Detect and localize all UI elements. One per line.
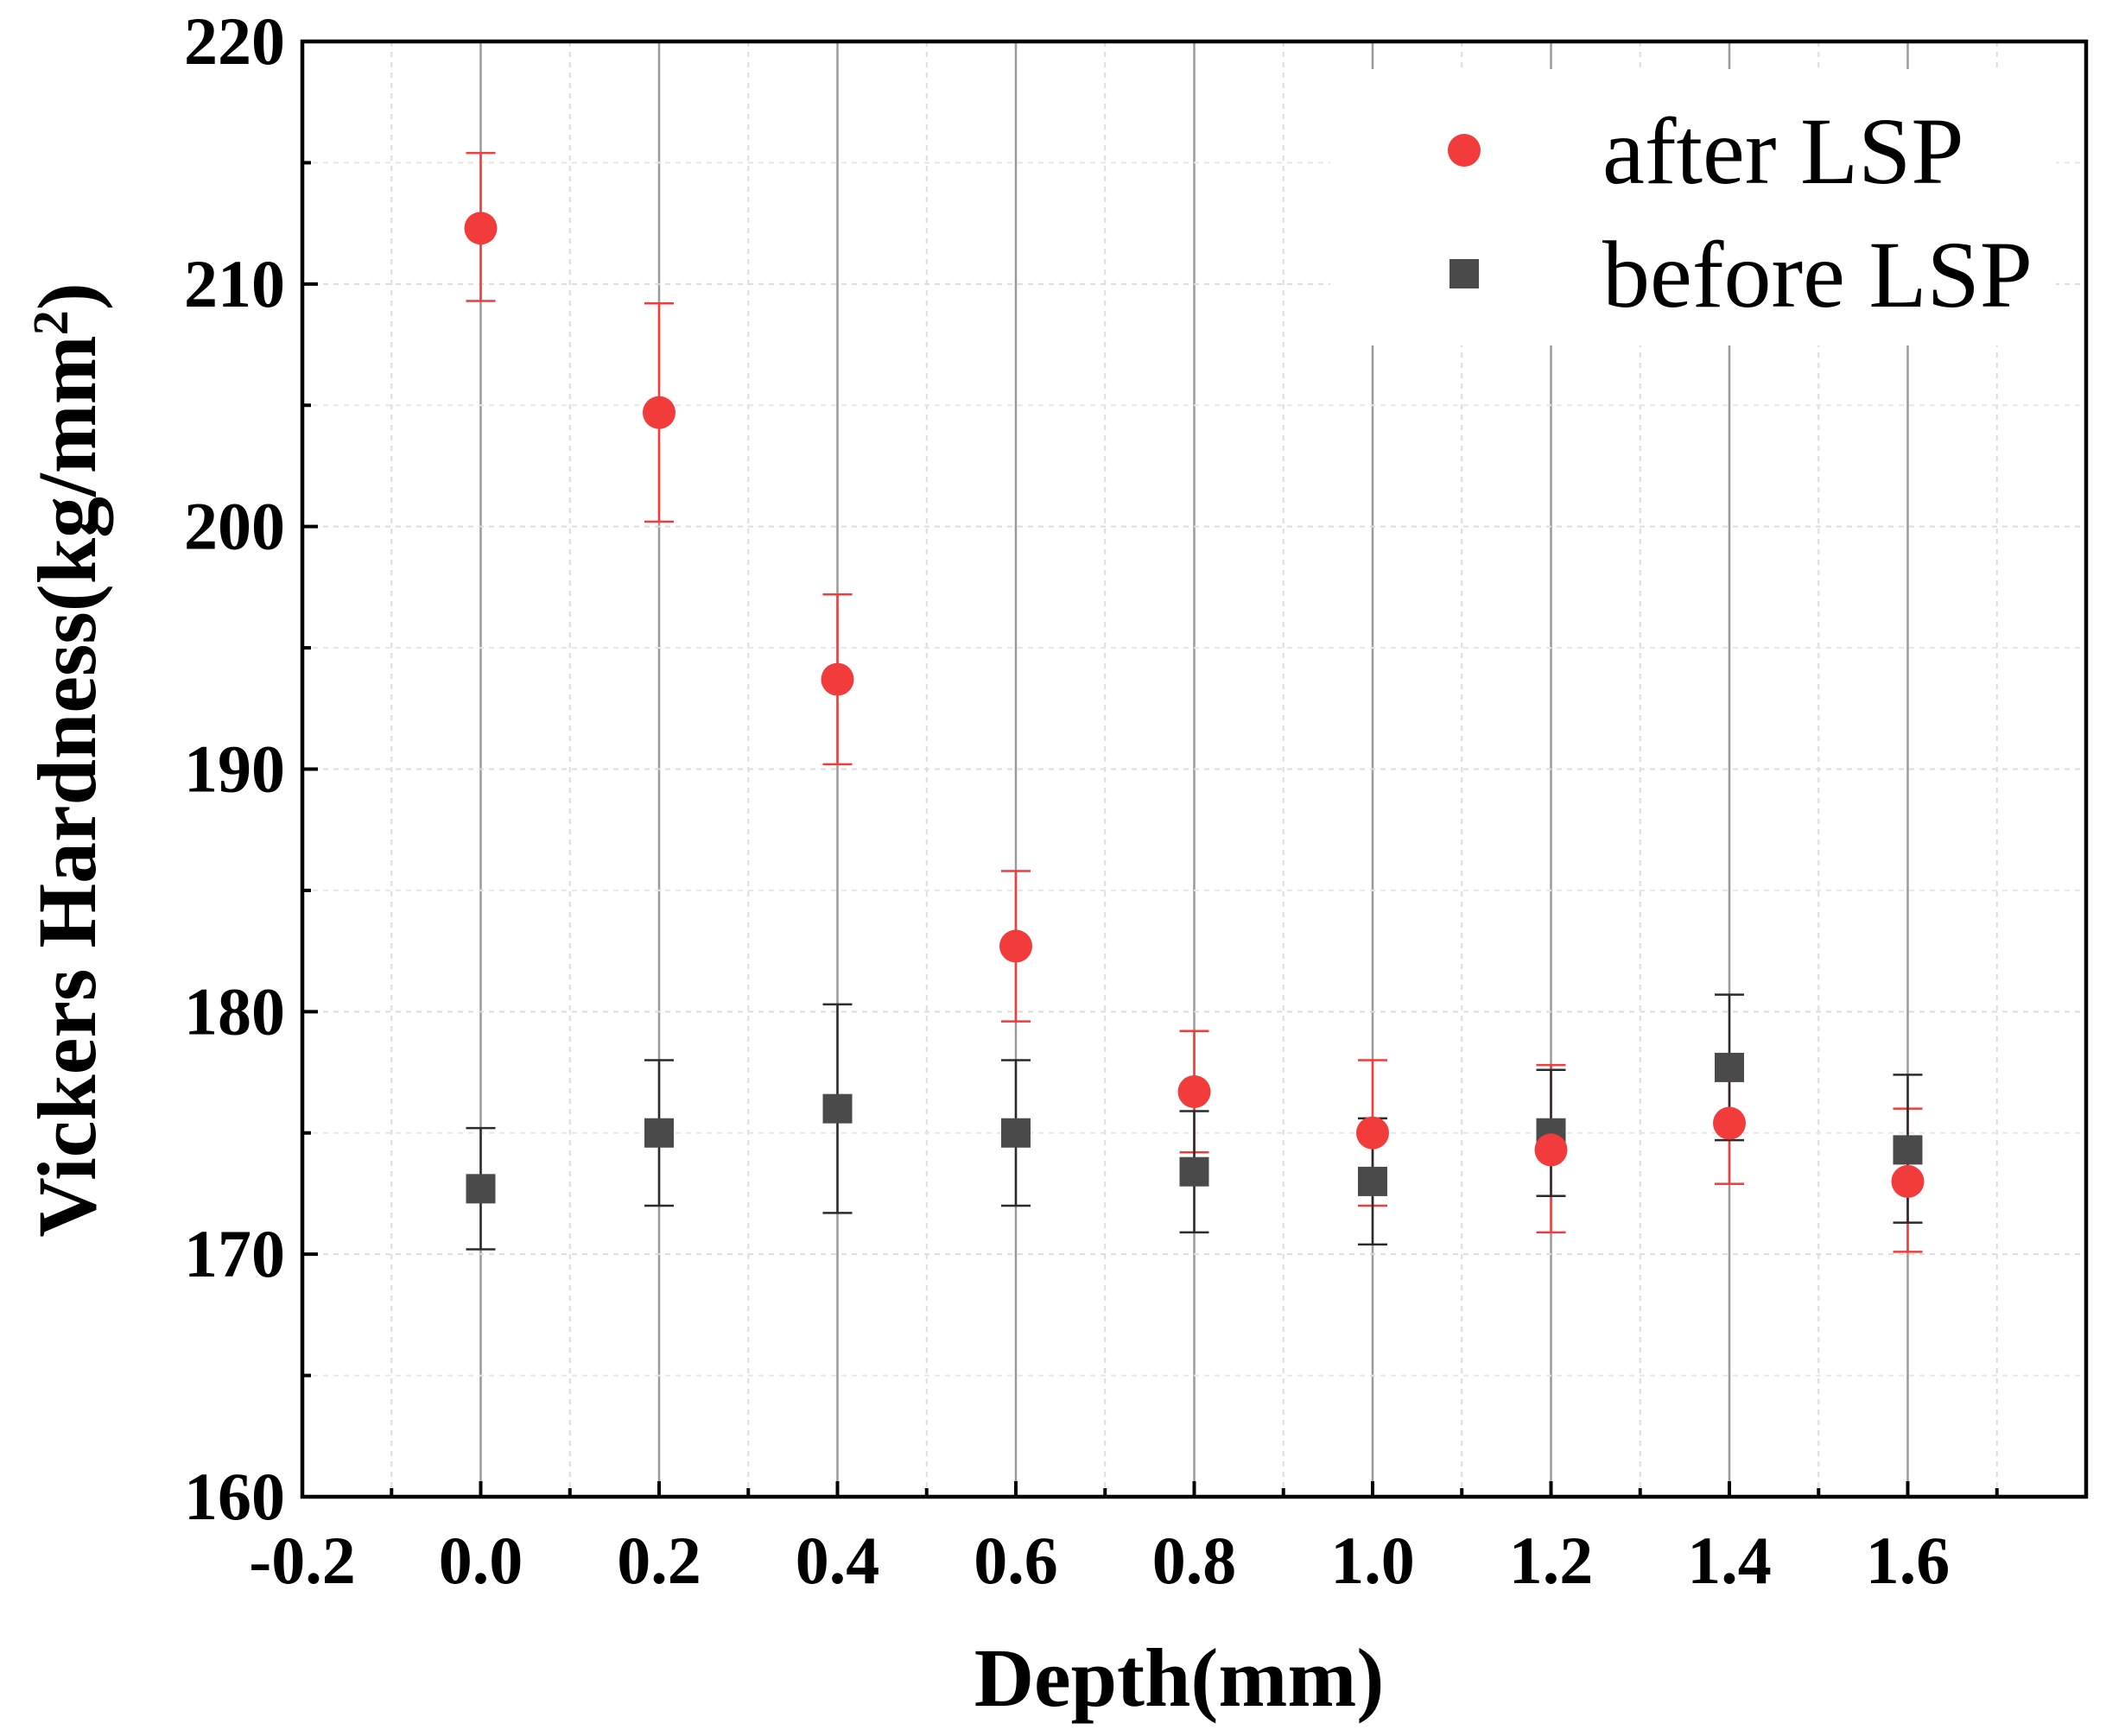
data-point-after-lsp bbox=[1177, 1075, 1211, 1109]
y-axis-title-superscript: 2 bbox=[22, 310, 79, 335]
data-point-after-lsp bbox=[1713, 1106, 1746, 1140]
legend-label: before LSP bbox=[1602, 222, 2033, 327]
y-tick-label: 170 bbox=[184, 1216, 285, 1291]
data-point-after-lsp bbox=[821, 662, 854, 696]
data-point-after-lsp bbox=[464, 212, 498, 245]
y-axis-title-close: ) bbox=[21, 282, 113, 310]
x-tick-label: 0.2 bbox=[617, 1523, 701, 1598]
y-tick-label: 220 bbox=[184, 3, 285, 79]
tick-labels: -0.2 0.0 0.2 0.4 0.6 0.8 1.0 1.2 1.4 1.6 160 170 180… bbox=[184, 3, 1950, 1598]
data-point-before-lsp bbox=[644, 1118, 674, 1148]
legend-marker-circle bbox=[1448, 134, 1481, 167]
x-tick-label: 1.0 bbox=[1330, 1523, 1415, 1598]
legend: after LSP before LSP bbox=[1330, 69, 2056, 345]
x-tick-label: 0.6 bbox=[974, 1523, 1058, 1598]
data-point-before-lsp bbox=[1001, 1118, 1031, 1148]
x-tick-label: 0.4 bbox=[796, 1523, 880, 1598]
y-tick-label: 190 bbox=[184, 732, 285, 807]
data-point-before-lsp bbox=[1715, 1052, 1744, 1082]
legend-marker-square bbox=[1449, 259, 1479, 288]
axis-ticks bbox=[301, 40, 1999, 1498]
x-tick-label: 1.6 bbox=[1866, 1523, 1951, 1598]
y-tick-label: 180 bbox=[184, 973, 285, 1049]
data-point-before-lsp bbox=[822, 1093, 853, 1124]
x-tick-label: 0.8 bbox=[1152, 1523, 1237, 1598]
x-tick-label: 1.2 bbox=[1509, 1523, 1594, 1598]
data-point-before-lsp bbox=[1358, 1166, 1387, 1196]
data-point-before-lsp bbox=[1179, 1156, 1209, 1187]
x-tick-label: -0.2 bbox=[249, 1523, 355, 1598]
data-point-after-lsp bbox=[1891, 1164, 1925, 1198]
y-axis-title: Vickers Hardness(kg/mm2) bbox=[21, 282, 113, 1237]
x-tick-label: 0.0 bbox=[439, 1523, 523, 1598]
data-point-after-lsp bbox=[1356, 1116, 1389, 1150]
data-point-before-lsp bbox=[466, 1174, 496, 1204]
data-point-before-lsp bbox=[1893, 1135, 1923, 1165]
data-markers bbox=[464, 212, 1925, 1204]
data-point-after-lsp bbox=[999, 929, 1032, 963]
legend-label: after LSP bbox=[1602, 98, 1964, 204]
y-axis-title-main: Vickers Hardness(kg/mm bbox=[21, 335, 113, 1237]
data-point-after-lsp bbox=[643, 396, 676, 429]
y-tick-label: 200 bbox=[184, 489, 285, 564]
y-tick-label: 160 bbox=[184, 1459, 285, 1534]
y-tick-label: 210 bbox=[184, 246, 285, 321]
x-axis-title: Depth(mm) bbox=[974, 1631, 1385, 1724]
legend-background bbox=[1330, 69, 2056, 345]
data-point-after-lsp bbox=[1534, 1133, 1568, 1167]
x-tick-label: 1.4 bbox=[1687, 1523, 1772, 1598]
